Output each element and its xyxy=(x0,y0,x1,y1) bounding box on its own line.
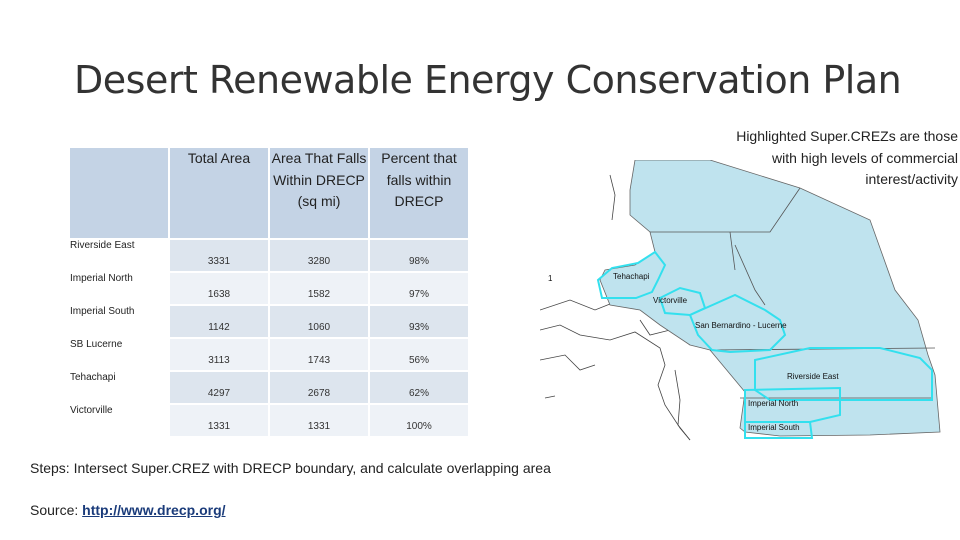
cell-within: 2678 xyxy=(270,372,368,403)
county-boundary xyxy=(729,231,736,271)
header-area-within-text: Area That Falls Within DRECP (sq mi) xyxy=(271,150,367,209)
map-label-sb-lucerne: San Bernardino - Lucerne xyxy=(695,321,787,330)
page-title: Desert Renewable Energy Conservation Pla… xyxy=(74,58,902,102)
county-line xyxy=(609,174,616,221)
cell-total: 3113 xyxy=(170,339,268,370)
row-label: SB Lucerne xyxy=(70,339,123,350)
highlight-note: Highlighted Super.CREZs are those with h… xyxy=(736,128,958,187)
cell-percent: 56% xyxy=(370,339,468,370)
steps-text: Steps: Intersect Super.CREZ with DRECP b… xyxy=(30,460,551,476)
cell-percent: 98% xyxy=(370,240,468,271)
header-percent-within: Percent that falls within DRECP xyxy=(370,148,468,238)
cell-total: 1331 xyxy=(170,405,268,436)
row-label: Imperial North xyxy=(70,273,133,284)
area-table: Total Area Area That Falls Within DRECP … xyxy=(68,146,470,438)
header-total-area: Total Area xyxy=(170,148,268,238)
header-blank xyxy=(70,148,168,238)
cell-total: 4297 xyxy=(170,372,268,403)
source-prefix: Source: xyxy=(30,502,79,518)
cell-within: 1060 xyxy=(270,306,368,337)
table-row: Victorville 1331 1331 100% xyxy=(70,405,468,436)
coastline xyxy=(540,324,691,441)
cell-percent: 100% xyxy=(370,405,468,436)
source-link[interactable]: http://www.drecp.org/ xyxy=(82,502,226,518)
cell-within: 1331 xyxy=(270,405,368,436)
county-line xyxy=(540,354,596,371)
map-label-imperial-north: Imperial North xyxy=(748,399,798,408)
cell-within: 1743 xyxy=(270,339,368,370)
row-label: Tehachapi xyxy=(70,372,116,383)
map-label-tehachapi: Tehachapi xyxy=(613,272,650,281)
cell-total: 1638 xyxy=(170,273,268,304)
row-label: Riverside East xyxy=(70,240,135,251)
table-row: Imperial North 1638 1582 97% xyxy=(70,273,468,304)
zone-imperial-north xyxy=(744,386,841,423)
map-label-riverside-east: Riverside East xyxy=(787,372,839,381)
table-row: Riverside East 3331 3280 98% xyxy=(70,240,468,271)
table-row: Tehachapi 4297 2678 62% xyxy=(70,372,468,403)
cell-percent: 62% xyxy=(370,372,468,403)
drecp-map: 1 Tehachapi Victorville San Bernardino -… xyxy=(540,160,941,441)
header-percent-within-text: Percent that falls within DRECP xyxy=(381,150,457,209)
zone-riverside-east xyxy=(754,347,933,401)
table-row: SB Lucerne 3113 1743 56% xyxy=(70,339,468,370)
map-label-victorville: Victorville xyxy=(653,296,688,305)
cell-percent: 97% xyxy=(370,273,468,304)
map-marker-label: 1 xyxy=(548,274,553,283)
row-label: Victorville xyxy=(70,405,113,416)
cell-total: 3331 xyxy=(170,240,268,271)
county-boundary xyxy=(734,244,766,306)
header-area-within: Area That Falls Within DRECP (sq mi) xyxy=(270,148,368,238)
map-label-imperial-south: Imperial South xyxy=(748,423,800,432)
drecp-region xyxy=(599,160,941,437)
cell-total: 1142 xyxy=(170,306,268,337)
table-row: Imperial South 1142 1060 93% xyxy=(70,306,468,337)
county-boundary xyxy=(650,187,801,233)
zone-imperial-south xyxy=(744,421,814,439)
row-label: Imperial South xyxy=(70,306,135,317)
source-line: Source: http://www.drecp.org/ xyxy=(30,502,226,518)
cell-percent: 93% xyxy=(370,306,468,337)
zone-tehachapi xyxy=(596,250,667,299)
county-line xyxy=(674,369,691,441)
zone-sb-lucerne xyxy=(688,293,787,354)
cell-within: 1582 xyxy=(270,273,368,304)
table-header-row: Total Area Area That Falls Within DRECP … xyxy=(70,148,468,238)
cell-within: 3280 xyxy=(270,240,368,271)
county-line xyxy=(544,395,556,399)
